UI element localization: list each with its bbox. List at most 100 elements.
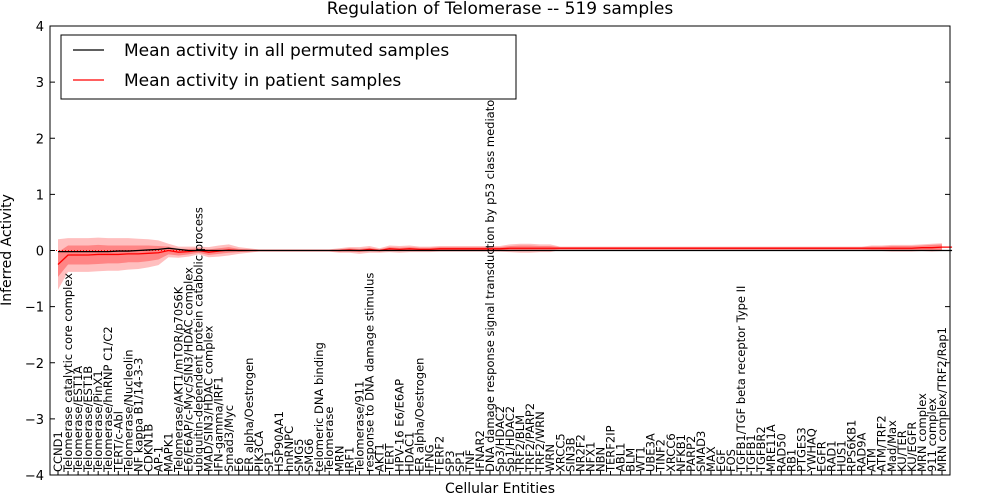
entity-label: E6 — [232, 457, 246, 472]
entity-label: TGFB1 — [744, 434, 758, 473]
entity-label: SMG6 — [302, 439, 316, 472]
entity-label: ER alpha/Oestrogen — [413, 358, 427, 472]
y-tick-label: −2 — [25, 357, 44, 372]
entity-label: HUS1 — [835, 440, 849, 472]
entity-label: RAD1 — [825, 440, 839, 472]
entity-label: TRF2/PARP2 — [523, 403, 537, 473]
entity-label: telomeric DNA binding — [312, 342, 326, 472]
entity-label: BLM — [624, 448, 638, 472]
entity-label: YWHAQ — [804, 428, 818, 473]
entity-label: Telomerase/hnRNP C1/C2 — [101, 326, 115, 473]
entity-label: MAD/SIN3/HDAC complex — [202, 325, 216, 472]
y-axis-ticks: −4 −3 −2 −1 0 1 2 3 4 — [25, 20, 950, 484]
entity-label: Sp3/HDAC2 — [493, 406, 507, 472]
entity-label: SP1 — [262, 450, 276, 472]
entity-label: IFN-gamma/IRF1 — [212, 376, 226, 472]
entity-label: KU/EGFR — [905, 422, 919, 472]
entity-label: CCND1 — [51, 431, 65, 472]
entity-label: Telomerase/AKT1/mTOR/p70S6K — [172, 286, 186, 473]
entity-label: CDKN1B — [141, 424, 155, 472]
y-tick-label: 2 — [36, 132, 44, 147]
entity-label: WRN — [543, 444, 557, 472]
entity-label: NF kappa B1/14-3-3 — [131, 358, 145, 472]
entity-label: MAX — [704, 446, 718, 472]
series-line-permuted — [58, 247, 953, 253]
entity-label: 911 complex — [925, 397, 939, 472]
entity-label: NR2F2 — [573, 434, 587, 472]
entity-label: IFNAR2 — [473, 430, 487, 472]
y-tick-label: −1 — [25, 301, 44, 316]
entity-label: ubiquitin-dependent protein catabolic pr… — [192, 207, 206, 472]
entity-label: KU/TER — [895, 430, 909, 472]
entity-label: UBE3A — [644, 433, 658, 472]
entity-label: HPV-16 E6/E6AP — [393, 379, 407, 472]
x-axis-ticks — [57, 471, 943, 475]
entity-label: MRN — [332, 445, 346, 472]
entity-label: ER alpha/Oestrogen — [242, 358, 256, 472]
entity-label: TERF2IP — [604, 425, 618, 473]
entity-label: DNA damage response signal transduction … — [483, 95, 497, 472]
entity-label: Telomerase/EST1B — [81, 366, 95, 473]
entity-label: PIK3CA — [252, 431, 266, 472]
entity-label: TRF2/WRN — [533, 411, 547, 473]
entity-label: TRF2/BLM — [513, 415, 527, 473]
entity-label: XRCC6 — [664, 433, 678, 472]
entity-label: PTGES3 — [794, 427, 808, 472]
entity-label: hnRNPC — [282, 426, 296, 472]
entity-label: MRN complex/TRF2/Rap1 — [935, 327, 949, 472]
entity-label: NFKB1 — [674, 434, 688, 472]
entity-label: TERF2 — [433, 436, 447, 473]
entity-label: Telomerase/Nucleolin — [121, 349, 135, 473]
entity-label: NFX1 — [583, 442, 597, 472]
entity-label: FOS — [724, 449, 738, 472]
entity-label: SP3 — [443, 450, 457, 472]
y-tick-label: 1 — [36, 188, 44, 203]
entity-label: TINF2 — [654, 439, 668, 473]
entity-label: ATM/TRF2 — [875, 415, 889, 472]
x-axis-label: Cellular Entities — [445, 481, 555, 497]
entity-label: PARP2 — [684, 436, 698, 472]
entity-label: Mad/Max — [885, 420, 899, 472]
entity-label: IFNG — [423, 444, 437, 472]
entity-label: TGFB1/TGF beta receptor Type II — [734, 286, 748, 473]
chart-title: Regulation of Telomerase -- 519 samples — [327, 0, 674, 19]
entity-label: Sp1/HDAC2 — [503, 406, 517, 472]
entity-label: RAD50 — [774, 433, 788, 472]
legend-entry-permuted: Mean activity in all permuted samples — [124, 41, 449, 61]
y-tick-label: −3 — [25, 413, 44, 428]
entity-label: HSP90AA1 — [272, 411, 286, 472]
entity-label: SMG5 — [292, 439, 306, 472]
entity-label: WT1 — [634, 446, 648, 472]
entity-label: AP-1 — [151, 446, 165, 472]
entity-label: MRN complex — [915, 393, 929, 472]
entity-label: response to DNA damage stimulus — [362, 273, 376, 472]
entity-label: MAPK1 — [162, 432, 176, 472]
legend-box — [60, 34, 517, 100]
y-axis-label: Inferred Activity — [0, 194, 15, 306]
entity-label: Telomerase catalytic core complex — [61, 273, 75, 473]
y-tick-label: −4 — [25, 469, 44, 484]
entity-label: E6/E6AP/c-Myc/SIN3/HDAC complex — [182, 267, 196, 472]
entity-label: SMAD3 — [694, 431, 708, 472]
legend-entry-patient: Mean activity in patient samples — [124, 71, 401, 91]
y-tick-label: 4 — [36, 20, 44, 35]
entity-label: EGF — [714, 449, 728, 472]
y-tick-label: 0 — [36, 245, 44, 260]
entity-label: Telomerase/PinX1 — [91, 370, 105, 473]
entity-label: ATM — [865, 448, 879, 472]
entity-label: TGFBR2 — [754, 426, 768, 473]
entity-label: XRCC5 — [553, 433, 567, 472]
entity-label: SP1 — [453, 450, 467, 472]
entity-label: SIN3B — [563, 437, 577, 472]
entity-label: EGFR — [814, 441, 828, 472]
entity-label: Smad3/Myc — [222, 405, 236, 472]
entity-label: RB1 — [784, 449, 798, 472]
entity-label: HDAC1 — [403, 432, 417, 472]
entity-label: RPS6KB1 — [845, 420, 859, 472]
entity-label: TERT/c-Abl — [111, 411, 125, 473]
y-tick-label: 3 — [36, 76, 44, 91]
series-lines — [57, 246, 953, 266]
entity-label: Telomerase/EST1A — [71, 366, 85, 473]
